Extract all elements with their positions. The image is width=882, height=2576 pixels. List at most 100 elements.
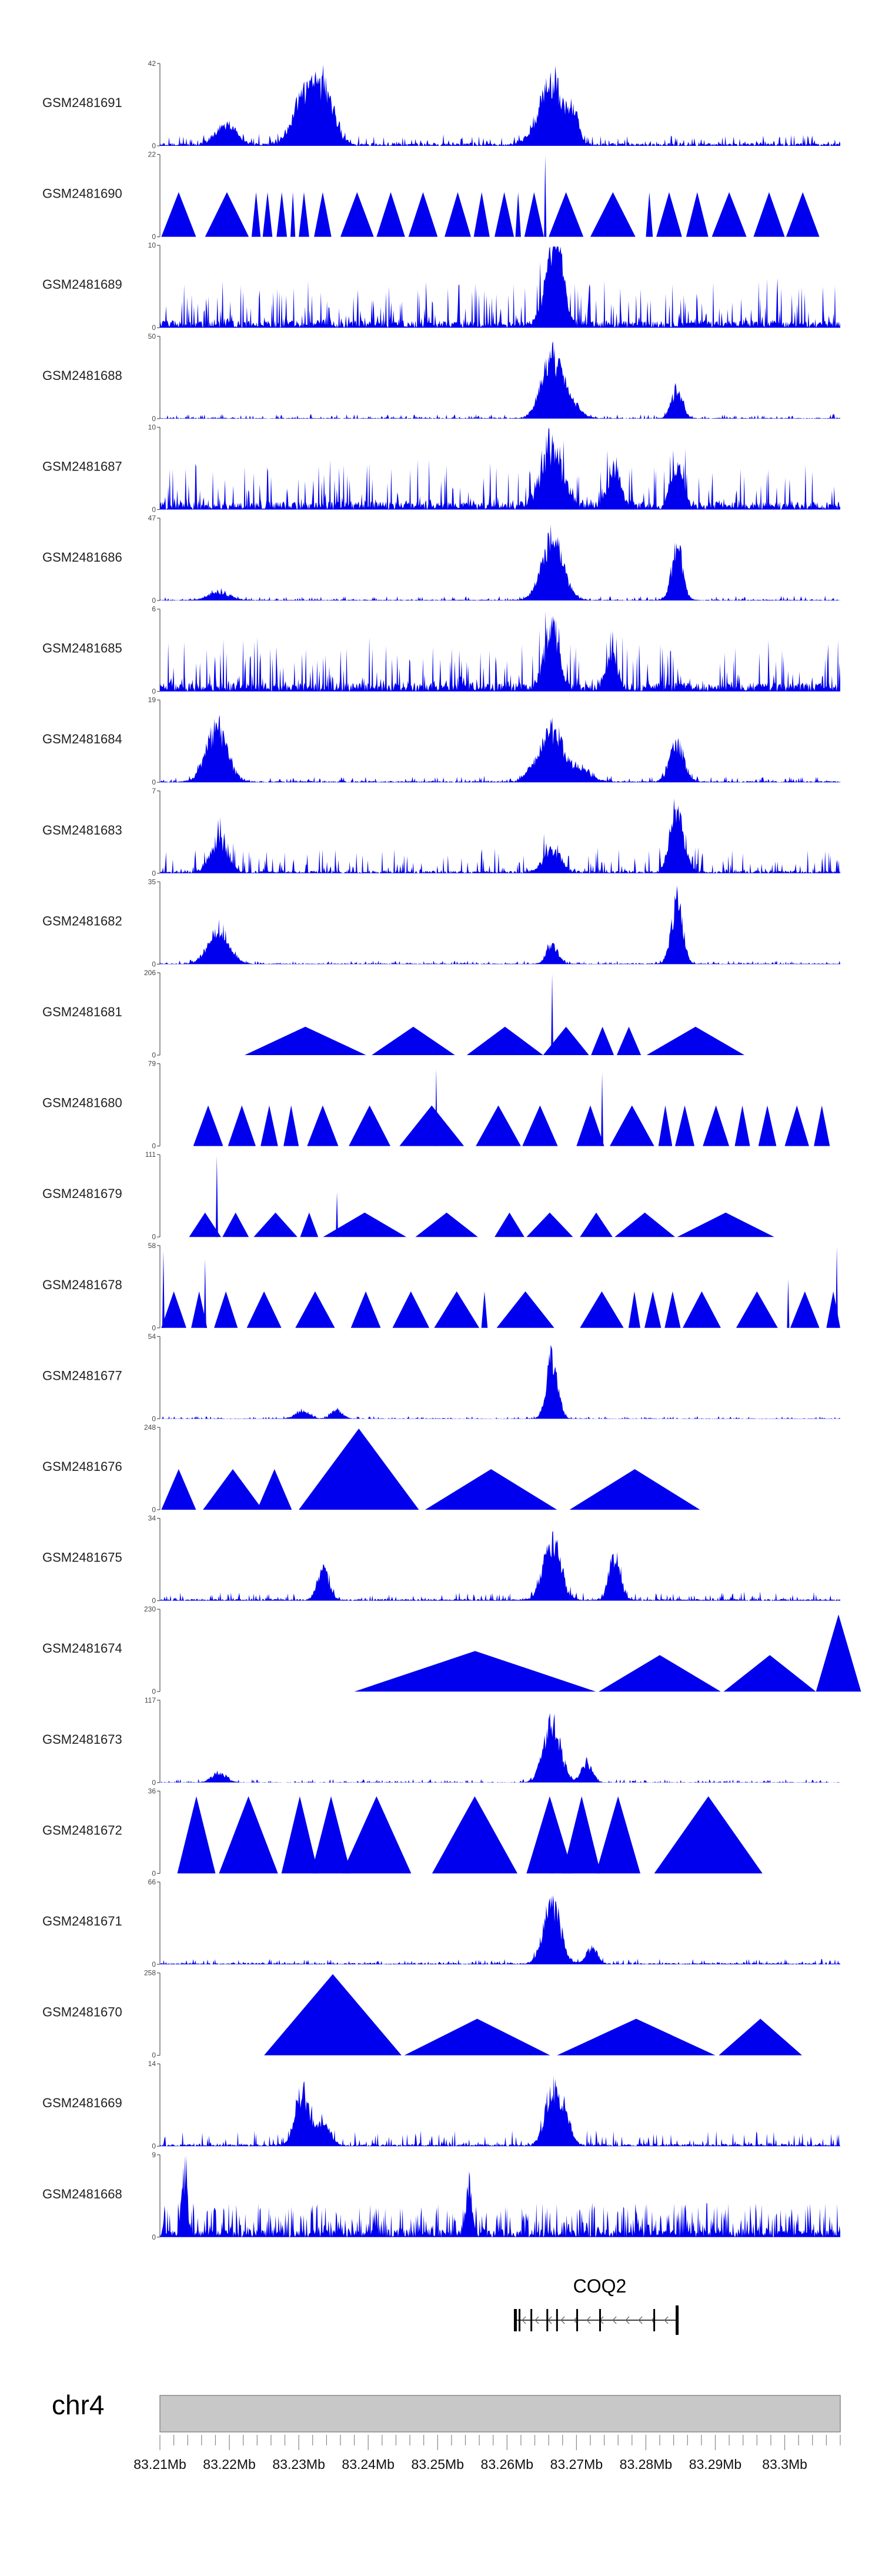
gene-annotation-track: COQ2	[513, 2275, 679, 2335]
coverage-triangle	[264, 1974, 402, 2056]
track-label: GSM2481687	[42, 459, 122, 473]
gene-exon	[513, 2309, 517, 2331]
track-GSM2481669: GSM2481669 14 0	[42, 2060, 840, 2150]
coverage-triangle	[434, 1291, 480, 1328]
coverage-area	[160, 428, 840, 510]
coverage-triangle	[205, 192, 249, 237]
track-label: GSM2481679	[42, 1186, 122, 1201]
track-GSM2481682: GSM2481682 35 0	[42, 877, 840, 968]
track-GSM2481680: GSM2481680 79 0	[42, 1060, 830, 1150]
coverage-triangle	[664, 1291, 681, 1328]
coverage-triangle	[349, 1105, 390, 1146]
strand-arrow	[612, 2316, 617, 2324]
coverage-triangle	[616, 1026, 642, 1055]
strand-arrow	[664, 2316, 669, 2324]
track-label: GSM2481681	[42, 1005, 122, 1019]
coverage-triangle	[311, 1796, 351, 1874]
track-label: GSM2481677	[42, 1368, 122, 1383]
track-ymax-label: 9	[152, 2151, 156, 2159]
coverage-triangle	[526, 1796, 573, 1874]
coverage-triangle	[372, 1026, 455, 1055]
track-ymin-label: 0	[152, 1778, 156, 1787]
track-ymin-label: 0	[152, 869, 156, 877]
coverage-triangle	[262, 192, 273, 237]
coverage-triangle	[658, 1105, 673, 1146]
coverage-triangle	[354, 1651, 596, 1692]
coverage-spike	[544, 155, 547, 237]
coverage-triangle	[610, 1105, 654, 1146]
coverage-triangle	[342, 1796, 412, 1874]
track-ymin-label: 0	[152, 1324, 156, 1332]
chromosome-label: chr4	[52, 2390, 104, 2420]
gene-exon	[519, 2309, 521, 2331]
gene-exon	[653, 2309, 656, 2331]
gene-exon	[599, 2309, 602, 2331]
coverage-tracks: GSM2481691420GSM2481690220GSM2481689100G…	[42, 59, 861, 2241]
coverage-triangle	[245, 1026, 366, 1055]
track-GSM2481686: GSM2481686 47 0	[42, 514, 840, 605]
coverage-area	[160, 1531, 840, 1601]
coverage-spike	[787, 1279, 790, 1328]
coverage-triangle	[784, 1105, 809, 1146]
track-ymin-label: 0	[152, 2142, 156, 2150]
track-GSM2481671: GSM2481671 66 0	[42, 1878, 840, 1968]
track-ymax-label: 47	[148, 514, 156, 522]
coverage-triangle	[719, 2018, 803, 2056]
track-ymax-label: 35	[148, 877, 156, 886]
track-GSM2481687: GSM2481687 10 0	[42, 423, 840, 513]
coverage-triangle	[614, 1212, 676, 1237]
coverage-triangle	[161, 1469, 196, 1510]
track-ymin-label: 0	[152, 1051, 156, 1059]
coverage-triangle	[646, 1026, 745, 1055]
coverage-triangle	[683, 1291, 721, 1328]
coverage-triangle	[290, 192, 296, 237]
coverage-triangle	[753, 192, 785, 237]
coverage-triangle	[590, 192, 636, 237]
coverage-area	[160, 341, 840, 419]
track-GSM2481688: GSM2481688 50 0	[42, 332, 840, 423]
coverage-triangle	[177, 1796, 216, 1874]
coverage-triangle	[445, 192, 471, 237]
track-ymax-label: 206	[144, 969, 156, 977]
track-label: GSM2481668	[42, 2187, 122, 2201]
coverage-triangle	[228, 1105, 256, 1146]
track-ymax-label: 34	[148, 1514, 156, 1523]
track-GSM2481678: GSM2481678 58 0	[42, 1242, 840, 1332]
track-ymax-label: 58	[148, 1242, 156, 1250]
axis-tick-label: 83.24Mb	[342, 2457, 395, 2472]
coverage-triangle	[495, 192, 514, 237]
track-GSM2481675: GSM2481675 34 0	[42, 1514, 840, 1605]
coverage-triangle	[826, 1291, 840, 1328]
coverage-area	[160, 2155, 840, 2237]
coverage-triangle	[816, 1614, 861, 1692]
track-ymax-label: 230	[144, 1605, 156, 1613]
track-label: GSM2481672	[42, 1823, 122, 1837]
coverage-triangle	[299, 192, 309, 237]
track-GSM2481679: GSM2481679 111 0	[42, 1150, 774, 1241]
axis-tick-label: 83.26Mb	[481, 2457, 534, 2472]
coverage-triangle	[495, 1212, 524, 1237]
track-ymin-label: 0	[152, 688, 156, 696]
track-ymin-label: 0	[152, 1869, 156, 1877]
track-ymax-label: 19	[148, 696, 156, 704]
coverage-triangle	[790, 1291, 820, 1328]
track-label: GSM2481669	[42, 2095, 122, 2110]
coverage-triangle	[557, 2018, 716, 2056]
coverage-triangle	[723, 1655, 816, 1692]
coverage-triangle	[814, 1105, 830, 1146]
coverage-triangle	[686, 192, 709, 237]
track-ymin-label: 0	[152, 1687, 156, 1696]
coverage-triangle	[646, 192, 653, 237]
coverage-triangle	[734, 1105, 750, 1146]
coverage-triangle	[161, 192, 196, 237]
coverage-triangle	[191, 1291, 208, 1328]
track-GSM2481691: GSM2481691 42 0	[42, 59, 840, 150]
coverage-triangle	[758, 1105, 777, 1146]
coverage-triangle	[189, 1212, 221, 1237]
coverage-area	[160, 798, 840, 873]
axis-tick-label: 83.27Mb	[550, 2457, 603, 2472]
coverage-triangle	[203, 1469, 263, 1510]
gene-exon	[556, 2309, 558, 2331]
coverage-triangle	[786, 192, 820, 237]
track-ymin-label: 0	[152, 233, 156, 241]
